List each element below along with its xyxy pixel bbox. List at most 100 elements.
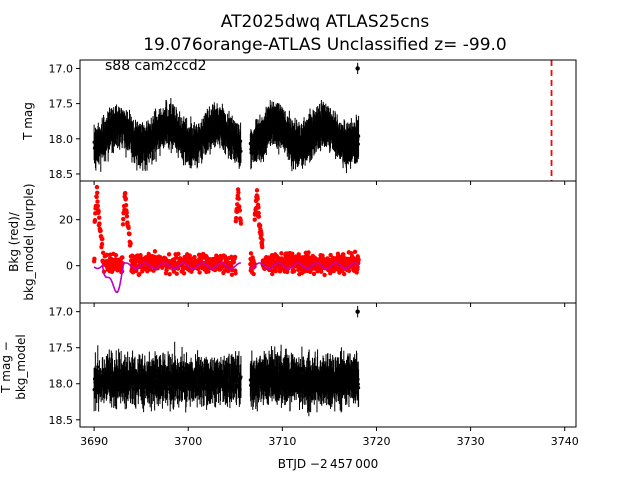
bkg-point [177,256,183,261]
bkg-point [256,210,261,216]
corrected-point [96,365,100,369]
bkg-point [339,268,345,274]
bkg-point [256,214,262,219]
bkg-point [96,208,101,214]
y-tick-label: 17.5 [49,342,74,355]
bkg-point [311,271,317,277]
bkg-point [237,208,243,213]
middle-x-ticks [93,303,566,307]
bkg-point [113,252,119,258]
top-ylabel: T mag [21,102,35,141]
middle-ylabel-line2: bkg_model (purple) [22,183,36,300]
bkg-point [273,268,278,274]
bkg-point [229,272,235,277]
bkg-point [123,190,128,196]
bkg-point [296,252,301,257]
bkg-point [257,223,263,228]
bkg-point [97,221,102,226]
bkg-point [147,267,153,272]
x-axis-label: BTJD −2 457 000 [278,457,378,471]
chart-title-line2: 19.076orange-ATLAS Unclassified z= -99.0 [143,35,507,55]
bkg-point [259,232,264,237]
x-tick-label: 3720 [362,435,390,448]
bkg-point [256,205,261,210]
bkg-point [291,268,297,274]
bkg-point [124,214,130,219]
bkg-point [121,216,126,222]
bkg-point [306,250,311,255]
bkg-point [138,252,143,258]
x-tick-label: 3700 [174,435,202,448]
corrected-point [288,393,292,397]
middle-ylabel-line1: Bkg (red)/ [7,211,21,272]
bottom-y-ticks: 17.0 17.5 18.0 18.5 [49,306,80,427]
bkg-point [94,194,99,200]
y-tick-label: 18.5 [49,414,74,427]
bkg-point [238,221,244,226]
bkg-point [166,252,172,257]
middle-axes-frame [79,180,577,304]
bkg-point [255,196,260,201]
bkg-point [120,255,125,260]
camera-annotation: s88 cam2ccd2 [105,58,207,74]
bkg-point [174,271,179,276]
bkg-point [123,202,129,208]
x-tick-label: 3740 [551,435,579,448]
bkg-model-line [250,262,360,270]
bkg-point [152,249,158,254]
bkg-point [95,190,100,195]
y-tick-label: 18.5 [49,168,74,181]
bkg-point [254,188,260,193]
chart-title-line1: AT2025dwq ATLAS25cns [221,12,430,32]
panel-mag: s88 cam2ccd2 T mag 17.0 17.5 18.0 18.5 [21,58,577,185]
mag-point [356,134,361,138]
y-tick-label: 17.0 [49,306,74,319]
bkg-point [197,270,202,275]
x-tick-label: 3710 [268,435,296,448]
y-tick-label: 18.0 [49,133,74,146]
bkg-point [128,241,133,246]
bottom-x-ticks: 3690 3700 3710 3720 3730 3740 [80,427,579,448]
bkg-point [125,220,130,225]
y-tick-label: 17.0 [49,62,74,75]
bkg-point [151,268,156,273]
middle-y-ticks: 0 20 [59,214,80,273]
top-x-ticks [93,181,566,185]
bkg-point [352,249,358,254]
bkg-point [94,184,100,190]
bkg-point [260,237,265,243]
bkg-point [341,271,347,277]
bkg-point [173,255,179,260]
bkg-point [127,231,132,237]
bkg-point [260,244,265,250]
bkg-point [120,222,126,227]
bkg-point [233,215,239,221]
bkg-point [279,251,284,256]
bkg-point [126,225,131,231]
corrected-point [239,375,243,379]
y-tick-label: 17.5 [49,98,74,111]
bkg-point [341,252,346,257]
bkg-point [99,241,105,247]
bkg-point [285,269,290,275]
mag-point [239,149,243,153]
corrected-outlier-point [355,309,360,314]
x-tick-label: 3730 [457,435,485,448]
bkg-point [167,271,172,277]
mag-outlier-point [355,66,360,71]
bkg-point [107,264,112,270]
bkg-point [346,268,352,273]
x-tick-label: 3690 [80,435,108,448]
y-tick-label: 18.0 [49,378,74,391]
bkg-point [95,203,100,209]
y-tick-label: 20 [59,214,73,227]
bkg-point [100,250,106,255]
bkg-point [231,260,237,265]
background-data-points [91,184,361,293]
bkg-point [98,228,103,233]
bkg-point [95,199,100,204]
bkg-point [356,257,361,263]
bkg-point [251,271,256,277]
bottom-ylabel-line1: T mag − [0,341,13,394]
